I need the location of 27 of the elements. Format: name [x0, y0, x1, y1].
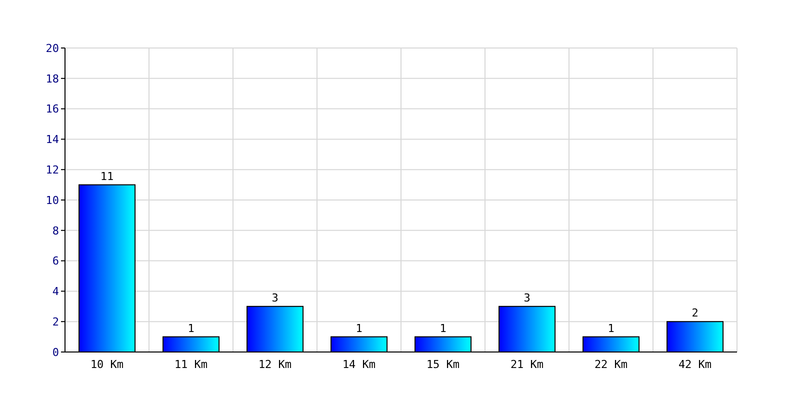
data-label: 3: [272, 291, 278, 304]
x-tick-label: 21 Km: [510, 358, 544, 371]
y-tick-label: 2: [52, 316, 59, 329]
data-label: 1: [188, 322, 194, 335]
y-tick-label: 16: [46, 102, 59, 116]
y-tick-label: 6: [52, 254, 59, 268]
y-tick-label: 0: [52, 346, 59, 359]
data-label: 2: [692, 306, 698, 320]
y-tick-label: 10: [46, 194, 59, 207]
data-label: 1: [356, 322, 362, 335]
y-tick-label: 12: [46, 164, 59, 177]
y-tick-label: 4: [52, 285, 60, 298]
x-tick-label: 12 Km: [258, 358, 292, 371]
y-tick-label: 20: [46, 42, 59, 55]
y-tick-label: 14: [46, 133, 60, 146]
x-tick-label: 15 Km: [426, 358, 460, 371]
y-tick-label: 18: [46, 72, 59, 86]
x-tick-label: 42 Km: [678, 358, 712, 371]
y-tick-label: 8: [52, 224, 59, 238]
x-tick-label: 22 Km: [594, 358, 628, 371]
data-label: 1: [608, 322, 614, 335]
data-label: 11: [100, 170, 114, 183]
data-label: 3: [524, 291, 530, 304]
x-tick-label: 14 Km: [342, 358, 376, 371]
data-label: 1: [440, 322, 446, 335]
x-tick-label: 10 Km: [90, 358, 124, 371]
x-tick-label: 11 Km: [174, 358, 208, 371]
